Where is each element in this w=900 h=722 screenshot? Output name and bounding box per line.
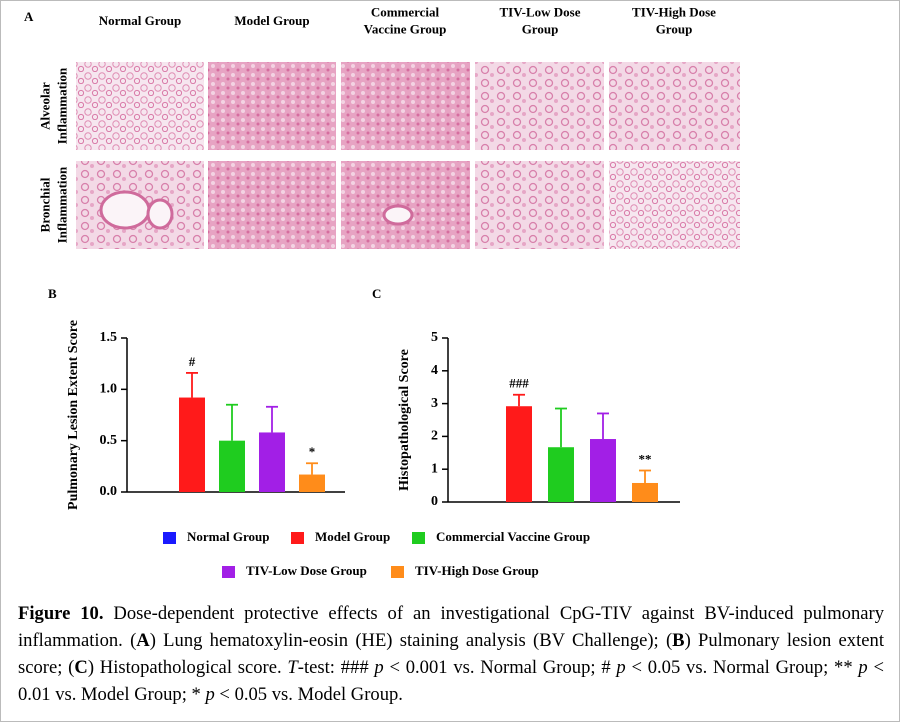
bar xyxy=(548,447,574,502)
histology-image xyxy=(475,161,604,249)
legend-swatch xyxy=(412,532,425,544)
caption-run: < 0.001 vs. Normal Group; # xyxy=(383,657,617,678)
legend-label: Commercial Vaccine Group xyxy=(436,529,590,544)
caption-run: < 0.01 vs. Model Group; * xyxy=(18,657,884,705)
y-tick-label: 0.0 xyxy=(100,484,118,499)
legend-label: TIV-High Dose Group xyxy=(415,563,539,578)
y-tick-label: 4 xyxy=(431,363,438,378)
panel-label: B xyxy=(48,286,57,301)
significance-label: ** xyxy=(639,451,652,466)
caption-run: ) Histopathological score. xyxy=(87,657,288,678)
legend-swatch xyxy=(391,566,404,578)
column-header: Model Group xyxy=(234,13,309,28)
caption-run: p xyxy=(374,657,384,678)
histology-image xyxy=(609,62,740,150)
caption-run: p xyxy=(205,684,215,705)
histology-image xyxy=(208,161,336,249)
y-tick-label: 3 xyxy=(431,396,438,411)
caption-run: < 0.05 vs. Model Group. xyxy=(214,684,403,705)
y-tick-label: 0.5 xyxy=(100,433,118,448)
caption-run: -test: ### xyxy=(297,657,375,678)
bronchus xyxy=(382,204,414,226)
column-header: Commercial Vaccine Group xyxy=(364,4,447,36)
figure-caption: Figure 10. Dose-dependent protective eff… xyxy=(18,600,884,708)
y-tick-label: 0 xyxy=(431,494,438,509)
caption-run: < 0.05 vs. Normal Group; ** xyxy=(625,657,859,678)
legend-swatch xyxy=(163,532,176,544)
caption-run: C xyxy=(74,657,88,678)
legend-swatch xyxy=(222,566,235,578)
caption-run: T xyxy=(287,657,298,678)
y-tick-label: 1.5 xyxy=(100,330,118,345)
y-axis-title: Histopathological Score xyxy=(397,349,412,491)
bar xyxy=(219,440,245,492)
column-header: TIV-Low Dose Group xyxy=(499,4,580,36)
caption-run: p xyxy=(616,657,626,678)
bar xyxy=(299,474,325,492)
histology-image xyxy=(341,62,470,150)
bar xyxy=(259,432,285,492)
bar xyxy=(179,397,205,492)
row-header: Alveolar Inflammation xyxy=(37,67,69,144)
row-header: Bronchial Inflammation xyxy=(37,166,69,243)
legend-label: TIV-Low Dose Group xyxy=(246,563,367,578)
panel-label: A xyxy=(24,9,34,24)
y-tick-label: 1.0 xyxy=(100,382,118,397)
histology-image xyxy=(208,62,336,150)
histology-image xyxy=(76,62,204,150)
histology-grid xyxy=(76,62,740,249)
caption-run: ) Lung hematoxylin-eosin (HE) staining a… xyxy=(149,630,673,651)
caption-run: p xyxy=(858,657,868,678)
caption-run: Dose-dependent protective effects of an … xyxy=(18,603,884,651)
legend-label: Model Group xyxy=(315,529,390,544)
histology-image xyxy=(475,62,604,150)
y-tick-label: 1 xyxy=(431,461,438,476)
significance-label: * xyxy=(309,444,316,459)
bronchus xyxy=(99,190,151,230)
y-axis-title: Pulmonary Lesion Extent Score xyxy=(66,320,81,510)
histology-image xyxy=(341,161,470,249)
bar xyxy=(590,439,616,502)
histology-image xyxy=(609,161,740,249)
panel-label: C xyxy=(372,286,381,301)
bar xyxy=(506,406,532,502)
column-header: TIV-High Dose Group xyxy=(632,4,716,36)
caption-run: ) Pulmonary lesion extent score; ( xyxy=(18,630,884,678)
bronchus xyxy=(146,198,174,230)
y-tick-label: 2 xyxy=(431,429,438,444)
caption-run: Figure 10. xyxy=(18,603,104,624)
legend-swatch xyxy=(291,532,304,544)
column-header: Normal Group xyxy=(99,13,181,28)
caption-run: A xyxy=(136,630,150,651)
bar xyxy=(632,482,658,502)
significance-label: # xyxy=(189,354,196,369)
legend-label: Normal Group xyxy=(187,529,269,544)
y-tick-label: 5 xyxy=(431,330,438,345)
caption-run: B xyxy=(672,630,685,651)
significance-label: ### xyxy=(509,376,529,391)
